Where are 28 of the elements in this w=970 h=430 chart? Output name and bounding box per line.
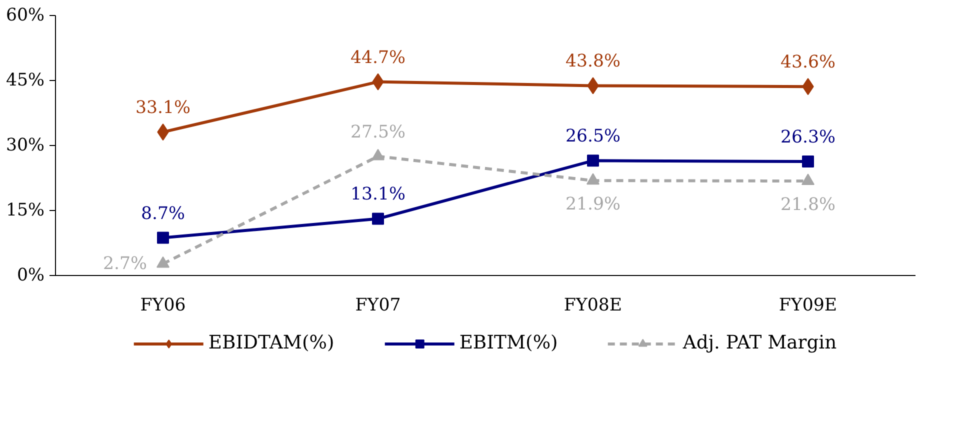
y-tick-label: 45% [6, 70, 44, 90]
x-tick-label: FY08E [564, 296, 622, 316]
data-label: 43.6% [780, 52, 836, 73]
y-tick-label: 30% [6, 136, 44, 156]
point [157, 232, 169, 244]
point [587, 154, 599, 167]
point [802, 156, 814, 168]
y-tick-label: 15% [6, 200, 44, 220]
data-label: 27.5% [350, 122, 406, 142]
legend-label: EBIDTAM(%) [208, 332, 334, 354]
legend-label: EBITM(%) [459, 332, 558, 354]
data-label: 13.1% [350, 184, 406, 205]
data-label: 21.9% [565, 194, 621, 215]
y-tick-label: 60% [6, 6, 44, 26]
data-label: 26.5% [565, 126, 621, 147]
data-label: 44.7% [350, 48, 406, 68]
data-label: 43.8% [565, 52, 621, 72]
x-tick-label: FY09E [778, 296, 838, 316]
legend-label: Adj. PAT Margin [682, 332, 837, 354]
data-label: 33.1% [135, 98, 191, 118]
data-label: 26.3% [780, 128, 836, 148]
data-label: 8.7% [140, 204, 186, 224]
data-label: 2.7% [102, 254, 148, 274]
data-label: 21.8% [780, 195, 836, 216]
point [372, 212, 384, 225]
x-tick-label: FY06 [140, 296, 186, 316]
y-tick-label: 0% [17, 266, 45, 286]
x-tick-label: FY07 [355, 296, 401, 316]
